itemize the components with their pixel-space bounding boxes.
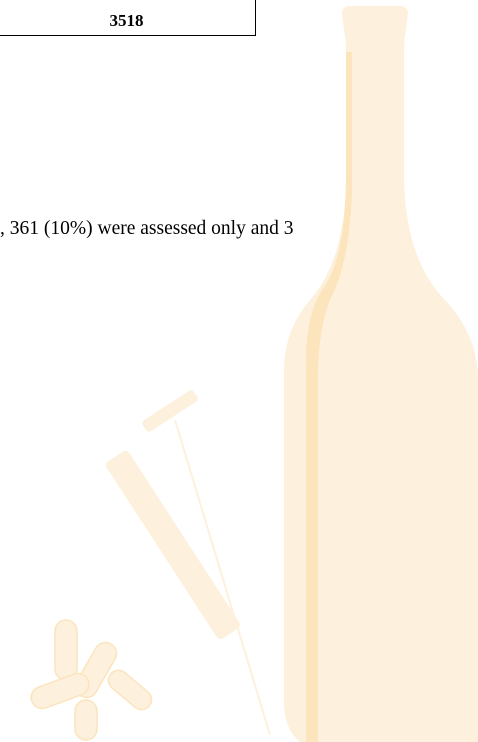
paragraph-text: , 361 (10%) were assessed only and 3	[0, 218, 294, 240]
pills	[28, 620, 156, 740]
bottle	[284, 6, 478, 742]
table-cell: 3518	[0, 0, 256, 36]
page: 3518 , 361 (10%) were assessed only and …	[0, 0, 478, 742]
watermark	[0, 0, 478, 742]
